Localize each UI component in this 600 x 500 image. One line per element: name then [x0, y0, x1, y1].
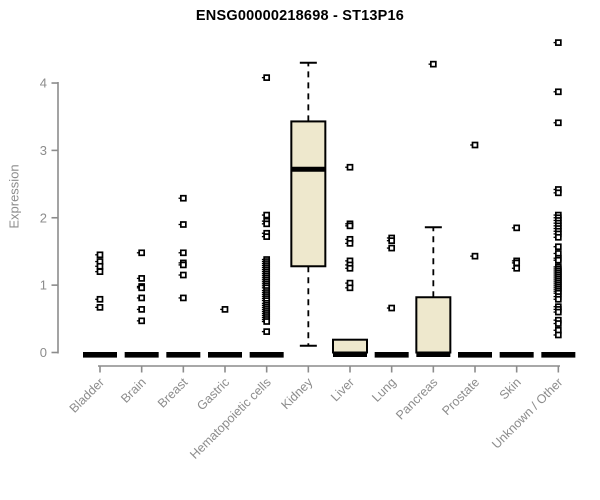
outlier-point	[554, 233, 562, 241]
outlier-point	[179, 271, 187, 279]
outlier-point	[554, 88, 562, 96]
outlier-point	[554, 189, 562, 197]
outlier-point	[179, 249, 187, 257]
zero-box	[499, 352, 534, 358]
box	[332, 338, 369, 354]
x-tick-label: Gastric	[194, 375, 232, 413]
x-tick-label: Hematopoietic cells	[187, 375, 274, 462]
outlier-point	[138, 275, 146, 282]
x-tick-label: Kidney	[279, 375, 316, 412]
outlier-point	[346, 222, 354, 230]
zero-box	[374, 352, 409, 358]
outlier-point	[429, 60, 437, 68]
outlier-point	[263, 233, 271, 240]
outlier-point	[96, 304, 104, 311]
zero-box	[249, 352, 284, 358]
outlier-point	[96, 251, 104, 259]
outlier-point	[138, 294, 146, 302]
outlier-point	[388, 237, 396, 245]
x-tick-label: Prostate	[439, 375, 482, 418]
x-tick-label: Skin	[497, 375, 524, 402]
outlier-point	[96, 262, 104, 270]
outlier-point	[346, 264, 354, 272]
x-tick-label: Breast	[155, 375, 191, 411]
x-tick-label: Liver	[328, 375, 357, 404]
outlier-point	[554, 119, 562, 127]
outlier-point	[138, 284, 146, 292]
outlier-point	[554, 320, 562, 327]
outlier-point	[263, 220, 271, 228]
outlier-point	[554, 308, 562, 316]
box	[290, 120, 327, 268]
y-tick-label: 2	[40, 210, 47, 225]
zero-box	[124, 352, 159, 358]
outlier-point	[513, 259, 521, 267]
outlier-point	[179, 194, 187, 202]
y-tick-label: 3	[40, 143, 47, 158]
x-tick-label: Lung	[369, 375, 399, 405]
outlier-point	[179, 261, 187, 269]
outlier-point	[263, 318, 271, 325]
outlier-point	[96, 268, 104, 276]
outlier-point	[346, 240, 354, 247]
zero-box	[208, 352, 243, 358]
x-tick-label: Unknown / Other	[489, 375, 565, 451]
y-tick-label: 4	[40, 76, 47, 91]
outlier-point	[263, 74, 271, 81]
y-tick-label: 0	[40, 345, 47, 360]
outlier-point	[263, 328, 271, 335]
x-tick-label: Pancreas	[393, 375, 440, 422]
outlier-point	[388, 244, 396, 252]
outlier-point	[179, 294, 187, 302]
zero-box	[83, 352, 117, 358]
outlier-point	[513, 264, 521, 272]
outlier-point	[554, 331, 562, 339]
y-tick-label: 1	[40, 278, 47, 293]
outlier-point	[96, 295, 104, 303]
outlier-point	[554, 295, 562, 303]
chart-title: ENSG00000218698 - ST13P16	[195, 8, 405, 24]
zero-box	[458, 352, 493, 358]
outlier-point	[513, 224, 521, 232]
outlier-point	[554, 256, 562, 264]
outlier-point	[346, 284, 354, 292]
zero-box	[166, 352, 201, 358]
x-tick-label: Bladder	[67, 375, 107, 415]
zero-box	[541, 352, 576, 358]
x-tick-label: Brain	[118, 375, 149, 406]
box	[415, 296, 452, 354]
outlier-point	[388, 304, 396, 312]
outlier-point	[138, 249, 146, 257]
outlier-point	[221, 306, 229, 313]
outlier-point	[263, 211, 271, 219]
outlier-point	[138, 317, 146, 325]
outlier-point	[346, 163, 354, 171]
outlier-point	[554, 243, 562, 251]
outlier-point	[471, 252, 479, 260]
outlier-point	[554, 39, 562, 46]
outlier-point	[138, 306, 146, 313]
outlier-point	[471, 141, 479, 149]
outlier-point	[179, 221, 187, 228]
